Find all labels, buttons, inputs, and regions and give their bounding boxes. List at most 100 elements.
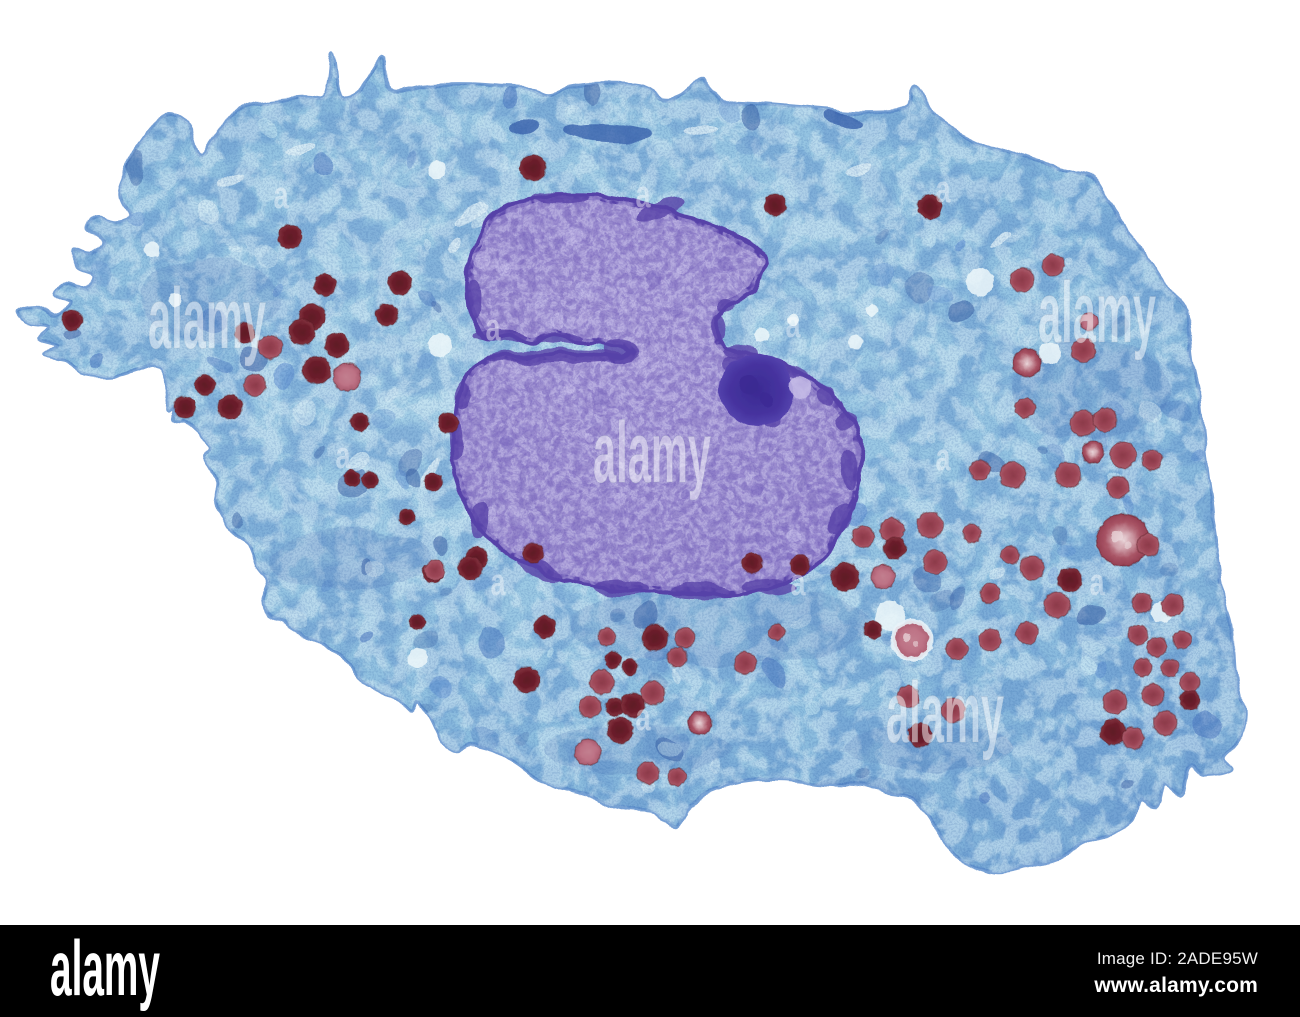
granule [969,459,991,481]
granule [1179,671,1201,693]
granule [1079,312,1099,332]
perinucleolar-pale-zone [789,377,811,399]
heterochromatin-clump [471,502,489,538]
heterochromatin-clump [592,580,648,596]
granule [217,394,243,420]
granule-core-highlight [1110,530,1123,542]
alamy-url: www.alamy.com [1094,974,1258,997]
granule [1070,337,1096,363]
granule [1172,630,1192,650]
vacuole [1039,342,1061,364]
granule [1106,475,1130,499]
a-watermark: a [1090,562,1106,604]
granule [945,637,969,661]
heterochromatin-clump [603,339,637,363]
footer-bar: alamy Image ID: 2ADE95W www.alamy.com [0,925,1300,1017]
nucleus [449,192,864,600]
granule [1161,593,1185,617]
granule [332,362,362,392]
image-id-label: Image ID: 2ADE95W [1096,949,1258,968]
heterochromatin-clump [842,450,858,490]
alamy-watermark: alamy [593,405,711,501]
granule-core-highlight [1124,541,1133,550]
granule [620,692,646,718]
granule [1043,591,1071,619]
heterochromatin-clump [828,505,852,535]
granule [1000,545,1020,565]
granule [1014,397,1036,419]
granule [999,461,1027,489]
a-watermark: a [486,307,502,349]
a-watermark: a [274,175,290,217]
heterochromatin-clump [836,411,856,429]
granule [1092,407,1118,433]
heterochromatin-clump [517,558,563,582]
granule [1041,253,1065,277]
granule [1136,533,1160,557]
vacuole [875,601,905,631]
granule [1160,658,1180,678]
granule [234,322,256,344]
granule [768,623,786,641]
granule [597,627,617,647]
granule [916,511,944,539]
granule [1012,348,1042,378]
granule [830,562,860,592]
granule [667,767,687,787]
granule [313,273,337,297]
granule [1131,592,1153,614]
granule-core-highlight [912,640,919,647]
alamy-logo-text: alamy [50,925,160,1012]
granule [302,355,332,385]
granule [641,624,669,652]
a-watermark: a [936,437,952,479]
granules [61,154,1201,787]
granule [870,564,896,590]
granule [789,554,811,576]
vacuole [866,304,878,316]
a-watermark: a [636,697,652,739]
granule [1109,441,1137,469]
alamy-logo: alamy [50,925,160,1012]
granule [324,332,350,358]
granule [962,523,982,543]
heterochromatin-clump [474,330,526,342]
heterochromatin-clump [817,387,835,405]
heterochromatin-clump [455,382,469,410]
vacuole [787,314,799,326]
granule [343,469,361,487]
vacuole [755,328,769,342]
vacuole [428,333,452,357]
granule [940,697,966,723]
granule [589,669,615,695]
granule [687,710,713,736]
granule [907,722,933,748]
granule [361,471,379,489]
heterochromatin-clump [742,578,798,594]
heterochromatin-clump [781,364,809,380]
granule [979,582,1001,604]
footer-meta: Image ID: 2ADE95W www.alamy.com [1094,949,1258,998]
granule [666,646,688,668]
granule [604,651,622,669]
granule [194,374,216,396]
granule [398,508,416,526]
granule [350,412,370,432]
a-watermark: a [791,562,807,604]
heterochromatin-clump [466,280,482,320]
granule [1179,689,1201,711]
granule [1152,710,1178,736]
granule [437,412,459,434]
granule [1146,636,1168,658]
granule [1133,657,1153,677]
vacuole [428,161,446,179]
granule [257,334,283,360]
granule [621,658,639,676]
watermarks: alamy alamy alamy alamy a a a a a a a a a a a [148,169,1157,762]
granule [1069,409,1097,437]
granule [61,309,83,331]
alamy-watermark: alamy [148,271,266,367]
granule [1057,567,1083,593]
granule [1019,555,1045,581]
granule [243,373,267,397]
